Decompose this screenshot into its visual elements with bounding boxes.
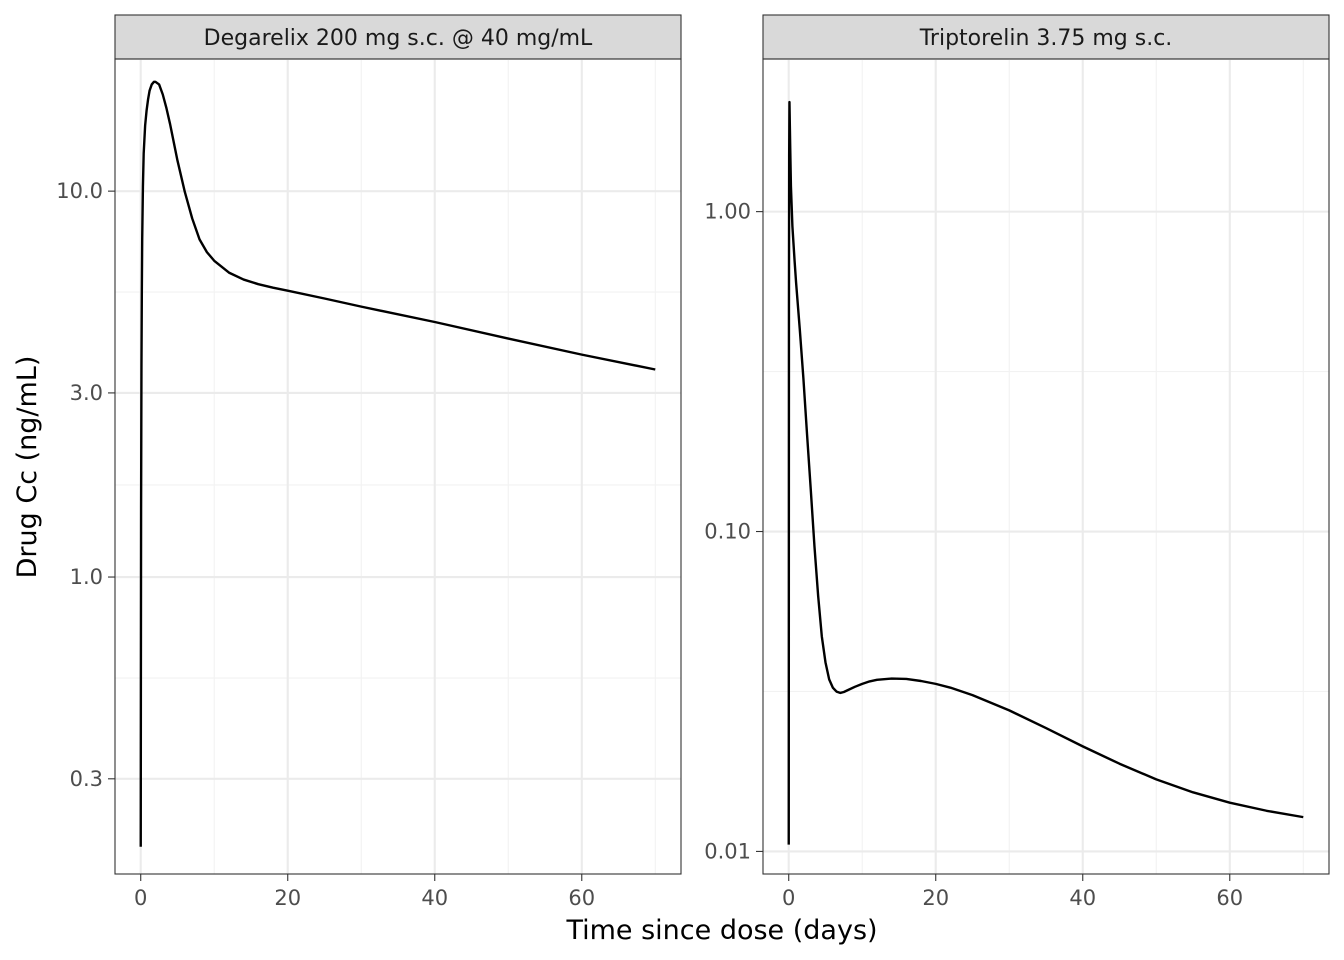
y-tick-label: 1.00 [704, 200, 751, 224]
y-tick-label: 0.10 [704, 520, 751, 544]
x-tick-label: 20 [922, 886, 949, 910]
x-tick-label: 60 [568, 886, 595, 910]
panel-border [114, 58, 682, 875]
panel-series [139, 80, 656, 847]
panel-axes: 0 20 40 60 0.01 0.10 1.00 [704, 200, 1243, 910]
panel-title: Triptorelin 3.75 mg s.c. [919, 26, 1173, 51]
panel-strip [114, 14, 682, 60]
panel-axes: 0 20 40 60 0.3 1.0 3.0 10.0 [56, 179, 595, 910]
x-tick-label: 60 [1216, 886, 1243, 910]
panel-title: Degarelix 200 mg s.c. @ 40 mg/mL [204, 26, 593, 51]
series-line [787, 100, 1304, 845]
y-tick-label: 1.0 [70, 565, 103, 589]
x-tick-label: 0 [134, 886, 147, 910]
x-tick-label: 40 [1069, 886, 1096, 910]
panel-degarelix: Degarelix 200 mg s.c. @ 40 mg/mL 0 20 40 60… [56, 14, 682, 910]
y-axis-title: Drug Cc (ng/mL) [12, 356, 43, 579]
y-tick-label: 10.0 [56, 179, 103, 203]
y-tick-label: 3.0 [70, 381, 103, 405]
x-tick-label: 20 [274, 886, 301, 910]
panel-series [787, 100, 1304, 845]
series-line [139, 80, 656, 847]
x-axis-title: Time since dose (days) [565, 915, 877, 946]
panel-triptorelin: Triptorelin 3.75 mg s.c. 0 20 40 60 0.01 0.10… [704, 14, 1330, 910]
panel-strip [762, 14, 1330, 60]
x-tick-label: 0 [782, 886, 795, 910]
y-tick-label: 0.01 [704, 839, 751, 863]
panel-border [762, 58, 1330, 875]
y-tick-label: 0.3 [70, 767, 103, 791]
panel-grid [115, 59, 681, 874]
x-tick-label: 40 [421, 886, 448, 910]
